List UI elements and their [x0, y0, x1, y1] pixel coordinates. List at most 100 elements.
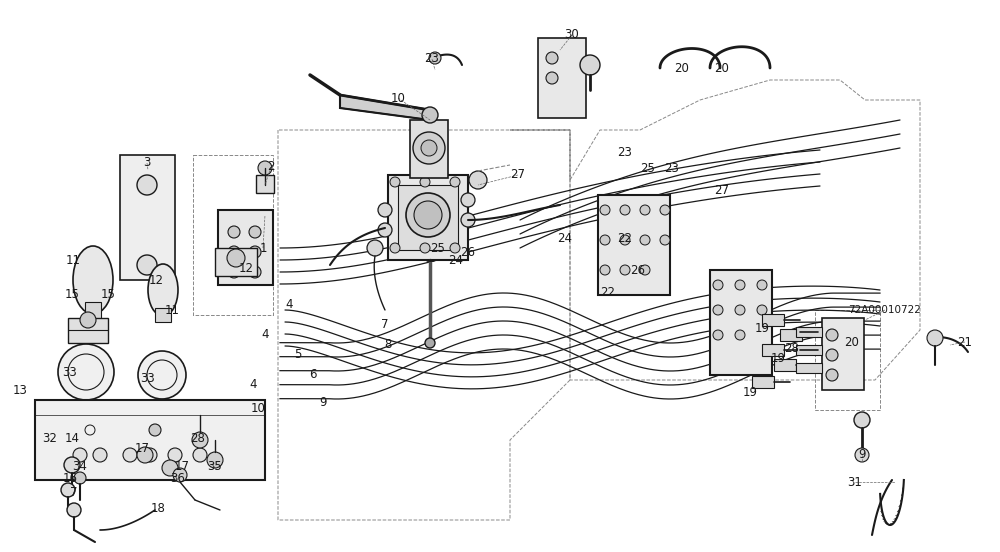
- Circle shape: [137, 447, 153, 463]
- Circle shape: [390, 177, 400, 187]
- Circle shape: [425, 338, 435, 348]
- Circle shape: [228, 226, 240, 238]
- Circle shape: [429, 52, 441, 64]
- Text: 25: 25: [641, 162, 655, 174]
- Bar: [710, 270, 772, 375]
- Circle shape: [600, 235, 610, 245]
- Circle shape: [420, 243, 430, 253]
- Circle shape: [406, 193, 450, 237]
- Circle shape: [826, 369, 838, 381]
- Ellipse shape: [73, 246, 113, 314]
- Text: 18: 18: [151, 502, 165, 514]
- Circle shape: [735, 330, 745, 340]
- Circle shape: [640, 235, 650, 245]
- Circle shape: [162, 460, 178, 476]
- Text: 3: 3: [143, 157, 151, 169]
- Text: 7: 7: [381, 319, 389, 332]
- Bar: [796, 327, 822, 337]
- Text: 28: 28: [785, 342, 799, 354]
- Bar: [762, 314, 784, 326]
- Bar: [762, 344, 784, 356]
- Text: 23: 23: [665, 162, 679, 174]
- Circle shape: [249, 246, 261, 258]
- Text: 11: 11: [164, 304, 180, 316]
- Circle shape: [413, 132, 445, 164]
- Circle shape: [640, 205, 650, 215]
- Circle shape: [854, 412, 870, 428]
- Circle shape: [73, 448, 87, 462]
- Circle shape: [713, 305, 723, 315]
- Circle shape: [450, 243, 460, 253]
- Text: 26: 26: [460, 246, 476, 258]
- Bar: [68, 318, 108, 343]
- Bar: [398, 185, 458, 250]
- Text: 22: 22: [600, 285, 616, 299]
- Circle shape: [546, 52, 558, 64]
- Text: 7: 7: [70, 486, 78, 498]
- Circle shape: [461, 193, 475, 207]
- Circle shape: [826, 349, 838, 361]
- Text: 17: 17: [134, 442, 150, 454]
- Circle shape: [620, 205, 630, 215]
- Text: 11: 11: [66, 253, 80, 267]
- Circle shape: [826, 329, 838, 341]
- Circle shape: [660, 235, 670, 245]
- Circle shape: [620, 265, 630, 275]
- Polygon shape: [35, 400, 265, 480]
- Circle shape: [378, 223, 392, 237]
- Bar: [218, 210, 273, 285]
- Circle shape: [367, 240, 383, 256]
- Text: 10: 10: [251, 401, 265, 415]
- Circle shape: [713, 280, 723, 290]
- Circle shape: [228, 266, 240, 278]
- Text: 9: 9: [319, 395, 327, 408]
- Circle shape: [414, 201, 442, 229]
- Text: 36: 36: [171, 471, 185, 485]
- Circle shape: [143, 448, 157, 462]
- Text: 9: 9: [858, 448, 866, 461]
- Circle shape: [149, 424, 161, 436]
- Polygon shape: [340, 95, 430, 120]
- Bar: [155, 308, 171, 322]
- Circle shape: [249, 266, 261, 278]
- Circle shape: [927, 330, 943, 346]
- Ellipse shape: [148, 264, 178, 316]
- Circle shape: [855, 448, 869, 462]
- Text: 21: 21: [958, 336, 972, 348]
- Bar: [256, 175, 274, 193]
- Text: 12: 12: [148, 273, 164, 286]
- Circle shape: [735, 280, 745, 290]
- Bar: [215, 248, 257, 276]
- Text: 22: 22: [618, 231, 633, 245]
- Circle shape: [228, 246, 240, 258]
- Circle shape: [249, 226, 261, 238]
- Text: 20: 20: [845, 336, 859, 348]
- Text: 35: 35: [208, 459, 222, 473]
- Circle shape: [461, 213, 475, 227]
- Text: 19: 19: [770, 352, 786, 364]
- Bar: [120, 155, 175, 280]
- Circle shape: [93, 448, 107, 462]
- Bar: [538, 38, 586, 118]
- Text: 30: 30: [565, 29, 579, 41]
- Circle shape: [660, 205, 670, 215]
- Text: 25: 25: [431, 242, 445, 254]
- Bar: [774, 359, 796, 371]
- Circle shape: [137, 175, 157, 195]
- Circle shape: [757, 280, 767, 290]
- Circle shape: [173, 468, 187, 482]
- Circle shape: [620, 235, 630, 245]
- Circle shape: [192, 432, 208, 448]
- Circle shape: [207, 452, 223, 468]
- Circle shape: [450, 177, 460, 187]
- Text: 27: 27: [714, 183, 730, 197]
- Bar: [388, 175, 468, 260]
- Circle shape: [422, 107, 438, 123]
- Circle shape: [420, 177, 430, 187]
- Text: 20: 20: [715, 61, 729, 75]
- Bar: [85, 302, 101, 320]
- Circle shape: [378, 203, 392, 217]
- Text: 2: 2: [267, 161, 275, 173]
- Text: 13: 13: [13, 384, 27, 396]
- Text: 6: 6: [309, 369, 317, 381]
